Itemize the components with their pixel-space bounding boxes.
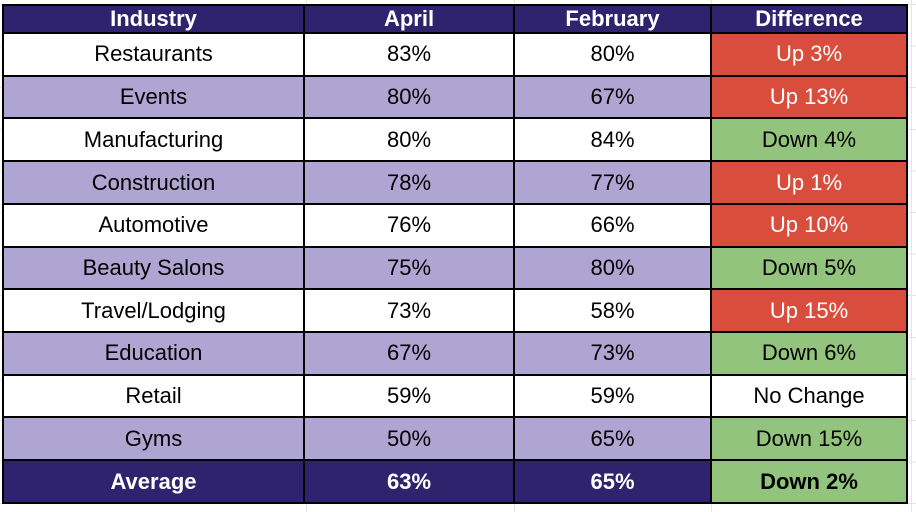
industry-cell: Automotive bbox=[2, 202, 305, 248]
february-cell: 80% bbox=[513, 32, 712, 77]
table-body: Restaurants 83% 80% Up 3% Events 80% 67%… bbox=[2, 32, 908, 504]
april-cell: 73% bbox=[303, 288, 515, 334]
table-row: Education 67% 73% Down 6% bbox=[2, 331, 908, 376]
difference-cell: Down 4% bbox=[710, 117, 908, 163]
april-cell: 80% bbox=[303, 117, 515, 163]
april-cell: 50% bbox=[303, 416, 515, 462]
april-cell: 80% bbox=[303, 74, 515, 120]
column-header-february: February bbox=[513, 4, 712, 34]
industry-cell: Education bbox=[2, 331, 305, 376]
table-header: Industry April February Difference bbox=[2, 4, 908, 34]
table-row: Manufacturing 80% 84% Down 4% bbox=[2, 117, 908, 163]
table-row: Construction 78% 77% Up 1% bbox=[2, 160, 908, 205]
industry-cell: Manufacturing bbox=[2, 117, 305, 163]
table-row: Beauty Salons 75% 80% Down 5% bbox=[2, 245, 908, 291]
column-header-industry: Industry bbox=[2, 4, 305, 34]
difference-cell: Up 1% bbox=[710, 160, 908, 205]
april-cell: 75% bbox=[303, 245, 515, 291]
industry-cell: Retail bbox=[2, 373, 305, 419]
industry-cell: Construction bbox=[2, 160, 305, 205]
difference-cell: Up 13% bbox=[710, 74, 908, 120]
industry-cell: Beauty Salons bbox=[2, 245, 305, 291]
header-row: Industry April February Difference bbox=[2, 4, 908, 34]
february-cell: 84% bbox=[513, 117, 712, 163]
table-row: Gyms 50% 65% Down 15% bbox=[2, 416, 908, 462]
april-cell: 67% bbox=[303, 331, 515, 376]
table-row: Retail 59% 59% No Change bbox=[2, 373, 908, 419]
april-cell: 76% bbox=[303, 202, 515, 248]
february-cell: 77% bbox=[513, 160, 712, 205]
february-cell: 73% bbox=[513, 331, 712, 376]
difference-cell: Up 3% bbox=[710, 32, 908, 77]
difference-cell: No Change bbox=[710, 373, 908, 419]
industry-cell: Restaurants bbox=[2, 32, 305, 77]
february-cell: 67% bbox=[513, 74, 712, 120]
industry-cell: Events bbox=[2, 74, 305, 120]
february-cell: 58% bbox=[513, 288, 712, 334]
industry-cell: Travel/Lodging bbox=[2, 288, 305, 334]
table-row: Events 80% 67% Up 13% bbox=[2, 74, 908, 120]
average-label-cell: Average bbox=[2, 459, 305, 504]
april-cell: 83% bbox=[303, 32, 515, 77]
difference-cell: Down 2% bbox=[710, 459, 908, 504]
table-row: Restaurants 83% 80% Up 3% bbox=[2, 32, 908, 77]
column-header-april: April bbox=[303, 4, 515, 34]
february-cell: 80% bbox=[513, 245, 712, 291]
february-cell: 66% bbox=[513, 202, 712, 248]
difference-cell: Down 6% bbox=[710, 331, 908, 376]
april-cell: 63% bbox=[303, 459, 515, 504]
difference-cell: Down 15% bbox=[710, 416, 908, 462]
summary-row: Average 63% 65% Down 2% bbox=[2, 459, 908, 504]
april-cell: 59% bbox=[303, 373, 515, 419]
table-row: Automotive 76% 66% Up 10% bbox=[2, 202, 908, 248]
industry-cell: Gyms bbox=[2, 416, 305, 462]
table-row: Travel/Lodging 73% 58% Up 15% bbox=[2, 288, 908, 334]
industry-comparison-table: Industry April February Difference Resta… bbox=[2, 4, 908, 504]
column-header-difference: Difference bbox=[710, 4, 908, 34]
difference-cell: Down 5% bbox=[710, 245, 908, 291]
difference-cell: Up 15% bbox=[710, 288, 908, 334]
difference-cell: Up 10% bbox=[710, 202, 908, 248]
february-cell: 65% bbox=[513, 416, 712, 462]
april-cell: 78% bbox=[303, 160, 515, 205]
february-cell: 65% bbox=[513, 459, 712, 504]
february-cell: 59% bbox=[513, 373, 712, 419]
